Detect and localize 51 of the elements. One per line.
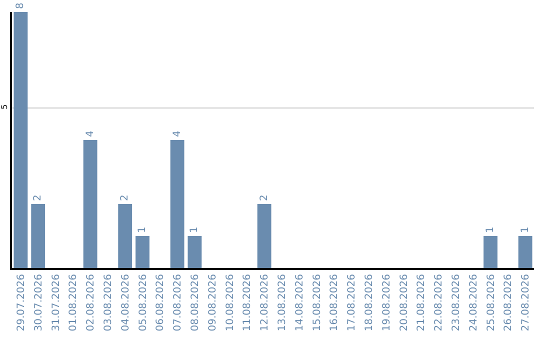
bar — [188, 236, 202, 268]
x-tick-label: 10.08.2026 — [224, 274, 236, 332]
x-tick-label: 18.08.2026 — [364, 274, 375, 332]
data-label: 4 — [84, 130, 96, 137]
data-label: 2 — [32, 194, 44, 201]
bar — [14, 12, 28, 268]
x-tick-label: 25.08.2026 — [486, 274, 497, 332]
bar — [31, 204, 46, 268]
y-tick-label: 5 — [0, 104, 9, 110]
x-tick-label: 01.08.2026 — [68, 274, 80, 332]
x-tick-label: 16.08.2026 — [329, 274, 340, 332]
data-label: 2 — [120, 194, 131, 201]
x-tick-label: 07.08.2026 — [172, 274, 184, 332]
x-tick-label: 08.08.2026 — [190, 274, 201, 332]
bar — [257, 204, 272, 268]
x-tick-label: 17.08.2026 — [346, 274, 358, 332]
x-tick-label: 05.08.2026 — [138, 274, 149, 332]
x-tick-label: 21.08.2026 — [416, 274, 428, 332]
x-tick-label: 23.08.2026 — [450, 274, 462, 332]
data-label: 1 — [485, 226, 496, 233]
data-label: 1 — [520, 226, 531, 233]
data-label: 1 — [137, 226, 148, 233]
x-tick-label: 24.08.2026 — [468, 274, 480, 332]
x-tick-label: 12.08.2026 — [260, 274, 271, 332]
data-label: 1 — [189, 226, 200, 233]
x-tick-label: 03.08.2026 — [102, 274, 114, 332]
x-tick-label: 26.08.2026 — [503, 274, 514, 332]
x-tick-label: 22.08.2026 — [434, 274, 445, 332]
bar — [136, 236, 150, 268]
x-tick-label: 31.07.2026 — [50, 274, 62, 332]
x-tick-label: 15.08.2026 — [312, 274, 323, 332]
bar — [118, 204, 132, 268]
x-tick-label: 02.08.2026 — [86, 274, 97, 332]
bar — [170, 140, 184, 268]
data-label: 8 — [15, 2, 26, 9]
data-label: 4 — [172, 130, 183, 137]
x-tick-label: 09.08.2026 — [207, 274, 218, 332]
data-label: 2 — [258, 194, 270, 201]
bar — [518, 236, 532, 268]
x-tick-label: 20.08.2026 — [398, 274, 410, 332]
x-tick-label: 06.08.2026 — [155, 274, 166, 332]
x-tick-label: 30.07.2026 — [33, 274, 44, 332]
x-tick-label: 14.08.2026 — [294, 274, 306, 332]
bar — [83, 140, 98, 268]
bar — [484, 236, 498, 268]
x-tick-label: 19.08.2026 — [381, 274, 392, 332]
x-tick-label: 27.08.2026 — [520, 274, 532, 332]
x-tick-label: 13.08.2026 — [276, 274, 288, 332]
x-tick-label: 04.08.2026 — [120, 274, 132, 332]
x-tick-label: 29.07.2026 — [16, 274, 27, 332]
x-tick-label: 11.08.2026 — [242, 274, 254, 332]
